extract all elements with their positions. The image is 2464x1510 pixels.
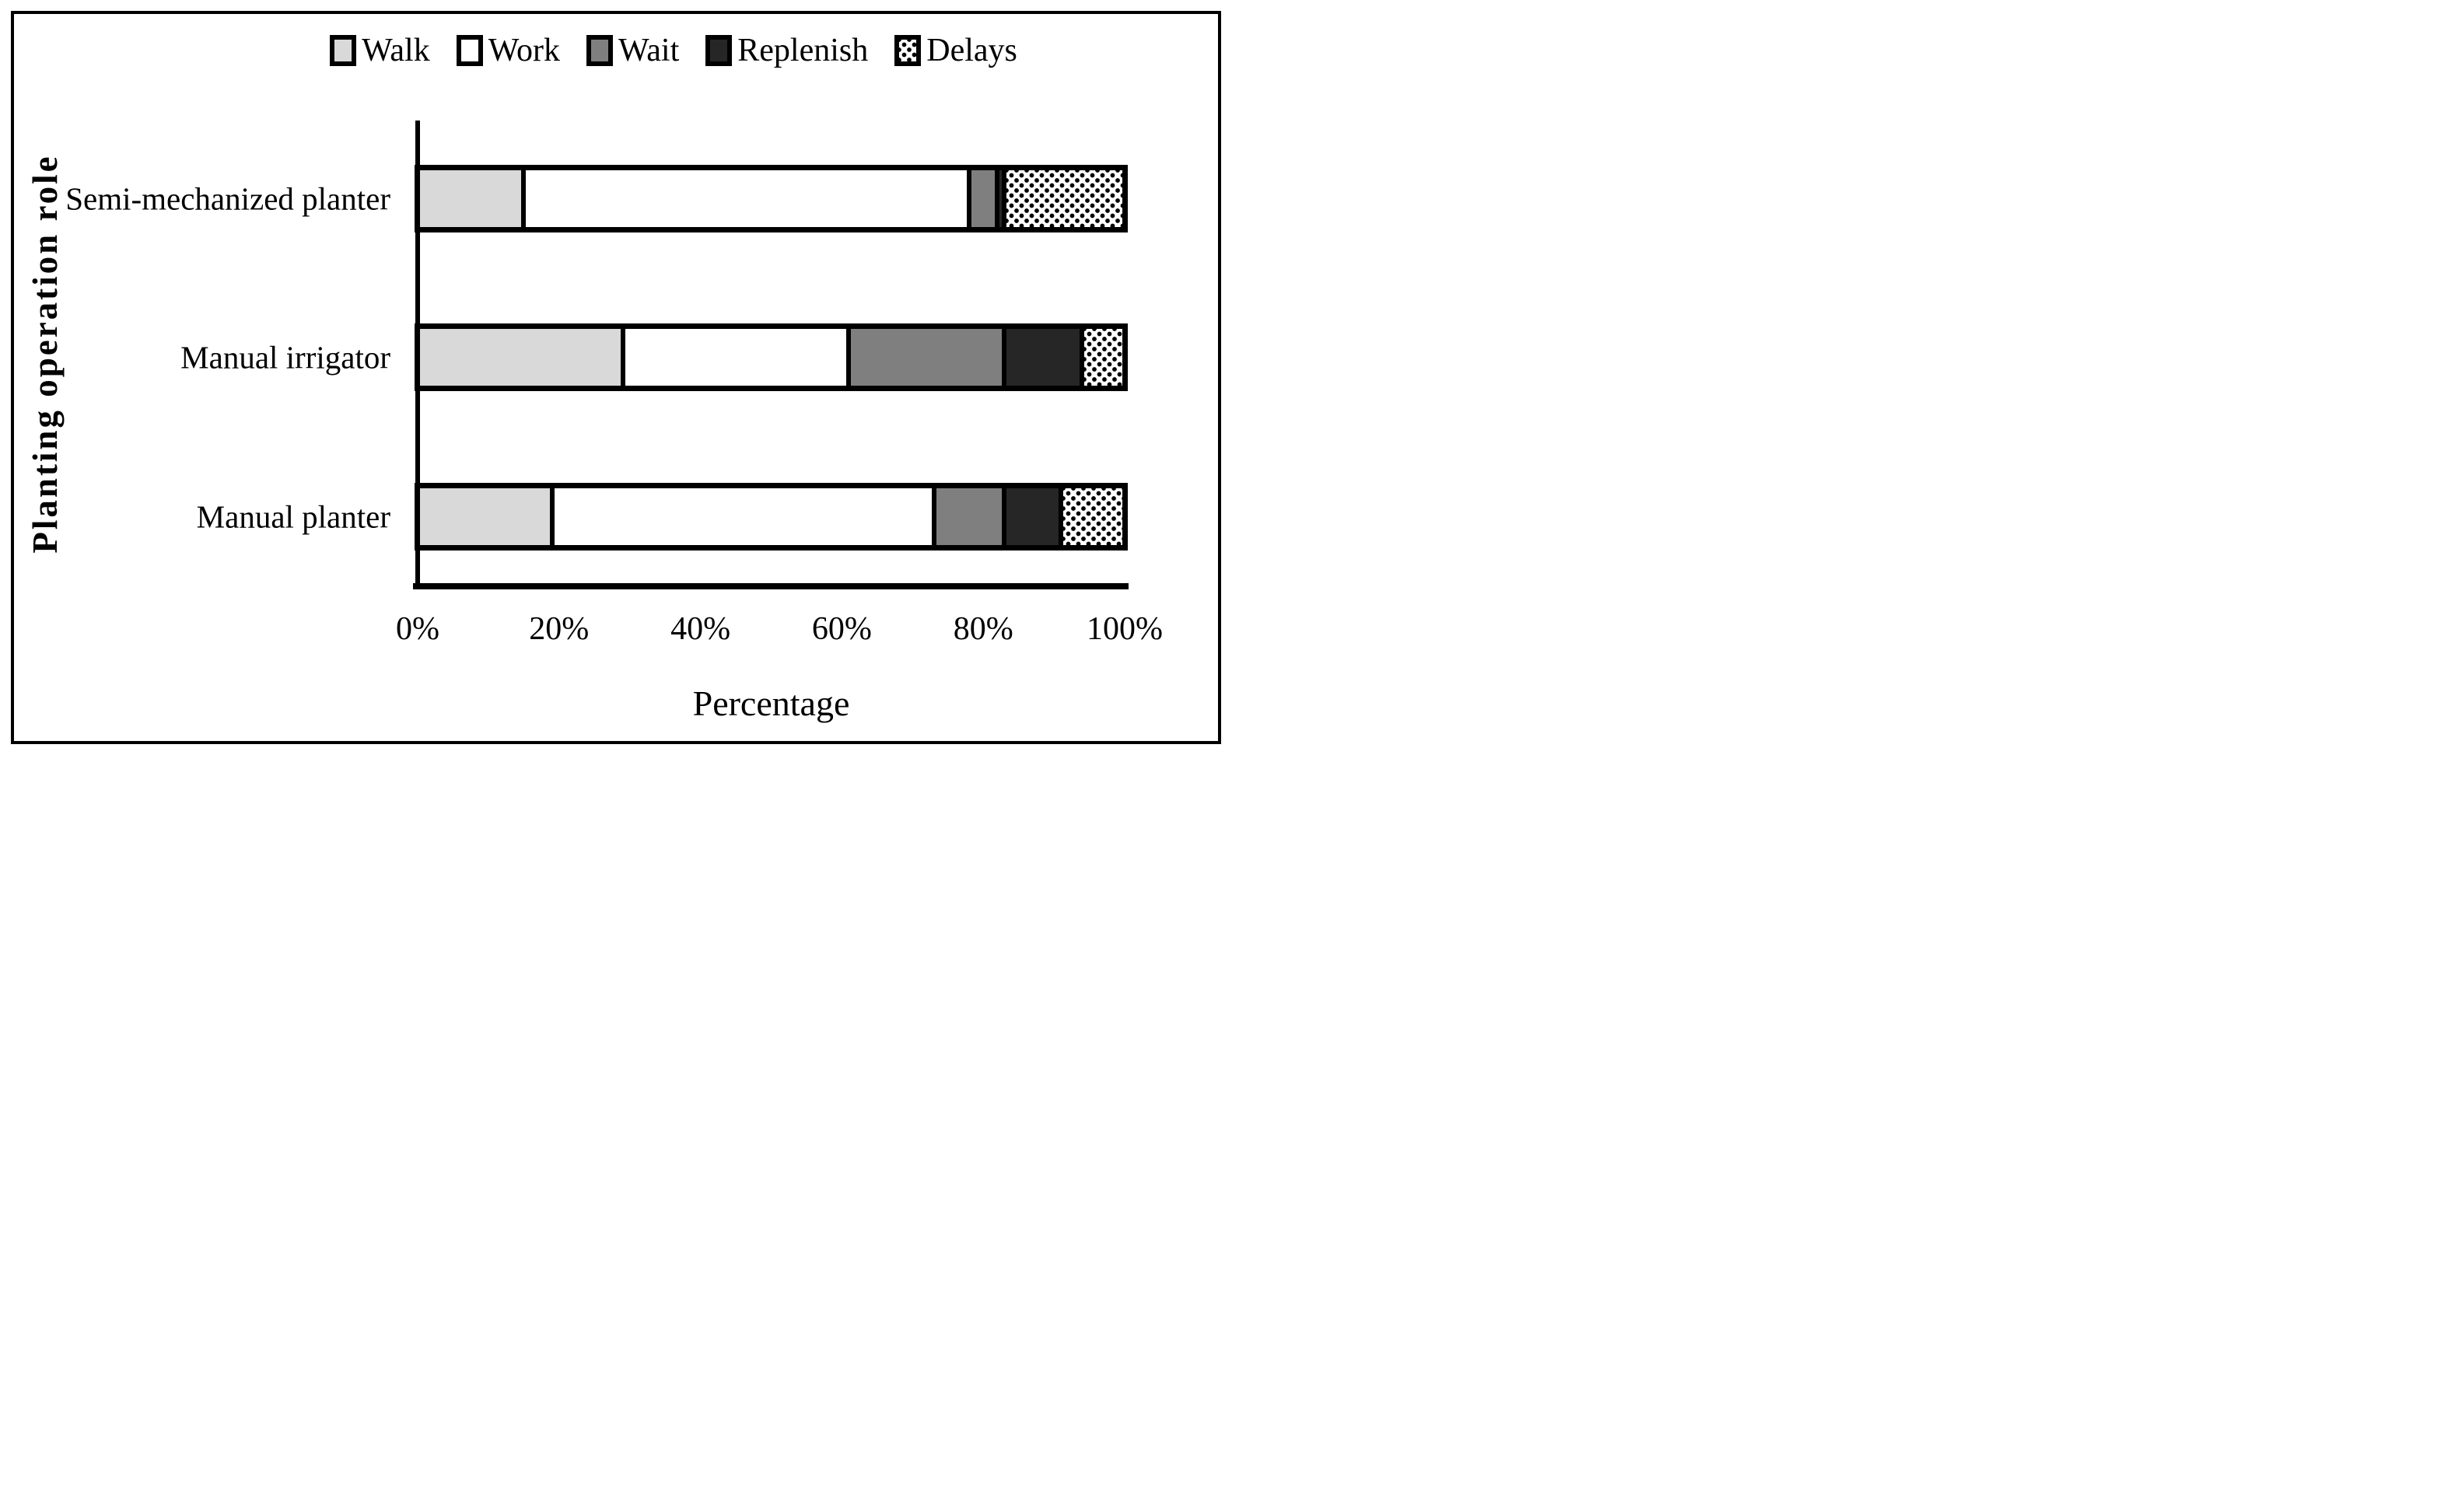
x-tick-label-80: 80% — [953, 611, 1013, 647]
x-tick-label-100: 100% — [1087, 611, 1163, 647]
stacked-bar-1 — [415, 165, 1128, 232]
figure-canvas: Walk Work Wait Replenish Delays Semi-mechani… — [0, 0, 1232, 755]
x-axis-line — [413, 583, 1129, 589]
bar-segment-delays — [1004, 168, 1125, 229]
bar-segment-wait — [933, 486, 1005, 547]
bar-segment-work — [551, 486, 934, 547]
legend-swatch-delays — [894, 35, 922, 66]
category-label-3: Manual planter — [196, 498, 390, 534]
x-axis-title: Percentage — [692, 683, 850, 723]
legend-label: Wait — [618, 33, 680, 68]
legend-label: Walk — [362, 33, 430, 68]
legend-item-wait: Wait — [586, 34, 679, 67]
bar-segment-work — [523, 168, 969, 229]
x-tick-label-40: 40% — [670, 611, 731, 647]
legend-item-delays: Delays — [894, 34, 1017, 67]
bar-segment-wait — [849, 327, 1005, 388]
x-tick-label-0: 0% — [396, 611, 439, 647]
chart-legend: Walk Work Wait Replenish Delays — [58, 34, 1232, 67]
bar-segment-walk — [418, 327, 623, 388]
bar-segment-walk — [418, 168, 524, 229]
legend-swatch-replenish — [705, 35, 733, 66]
stacked-bar-2 — [415, 323, 1128, 391]
bar-segment-replenish — [1004, 327, 1083, 388]
category-label-1: Semi-mechanized planter — [65, 180, 390, 216]
legend-label: Delays — [926, 33, 1017, 68]
legend-swatch-work — [456, 35, 483, 66]
legend-item-walk: Walk — [330, 34, 430, 67]
bar-segment-work — [622, 327, 849, 388]
bar-segment-replenish — [1004, 486, 1062, 547]
bar-segment-replenish — [997, 168, 1005, 229]
y-axis-title: Planting operation role — [26, 154, 65, 554]
bar-segment-delays — [1061, 486, 1125, 547]
bar-segment-delays — [1082, 327, 1125, 388]
bar-segment-walk — [418, 486, 552, 547]
stacked-bar-3 — [415, 483, 1128, 551]
legend-item-work: Work — [456, 33, 560, 68]
legend-label: Replenish — [737, 33, 869, 68]
x-tick-label-20: 20% — [529, 611, 590, 647]
x-tick-label-60: 60% — [811, 611, 872, 647]
figure-border-frame — [11, 11, 1221, 744]
legend-label: Work — [488, 33, 560, 68]
legend-item-replenish: Replenish — [705, 34, 868, 67]
legend-swatch-walk — [330, 35, 357, 66]
category-label-2: Manual irrigator — [180, 339, 390, 375]
bar-segment-wait — [969, 168, 998, 229]
legend-swatch-wait — [586, 35, 613, 66]
